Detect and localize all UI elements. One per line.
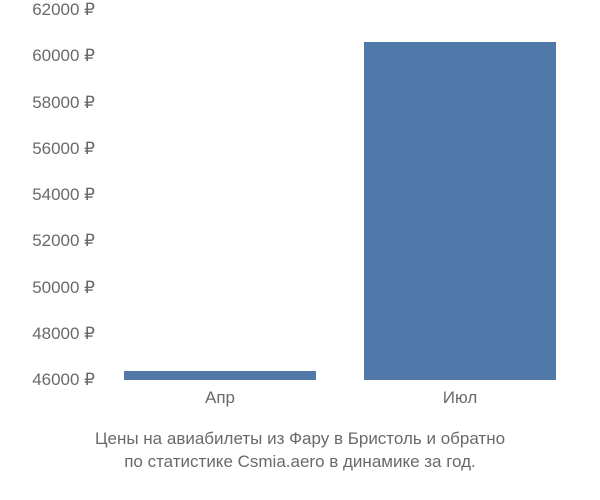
bar bbox=[364, 42, 556, 380]
bar bbox=[124, 371, 316, 380]
caption-line-1: Цены на авиабилеты из Фару в Бристоль и … bbox=[95, 429, 505, 448]
x-tick-label: Июл bbox=[443, 388, 478, 408]
plot-area bbox=[100, 10, 580, 380]
y-tick-label: 60000 ₽ bbox=[0, 46, 95, 66]
y-tick-label: 56000 ₽ bbox=[0, 139, 95, 159]
y-tick-label: 62000 ₽ bbox=[0, 0, 95, 20]
y-tick-label: 50000 ₽ bbox=[0, 278, 95, 298]
chart-caption: Цены на авиабилеты из Фару в Бристоль и … bbox=[0, 428, 600, 474]
y-tick-label: 48000 ₽ bbox=[0, 324, 95, 344]
y-tick-label: 54000 ₽ bbox=[0, 185, 95, 205]
y-tick-label: 52000 ₽ bbox=[0, 231, 95, 251]
y-tick-label: 46000 ₽ bbox=[0, 370, 95, 390]
y-tick-label: 58000 ₽ bbox=[0, 93, 95, 113]
caption-line-2: по статистике Csmia.aero в динамике за г… bbox=[124, 452, 476, 471]
x-tick-label: Апр bbox=[205, 388, 235, 408]
price-bar-chart: 46000 ₽ 48000 ₽ 50000 ₽ 52000 ₽ 54000 ₽ 56000… bbox=[0, 0, 600, 500]
